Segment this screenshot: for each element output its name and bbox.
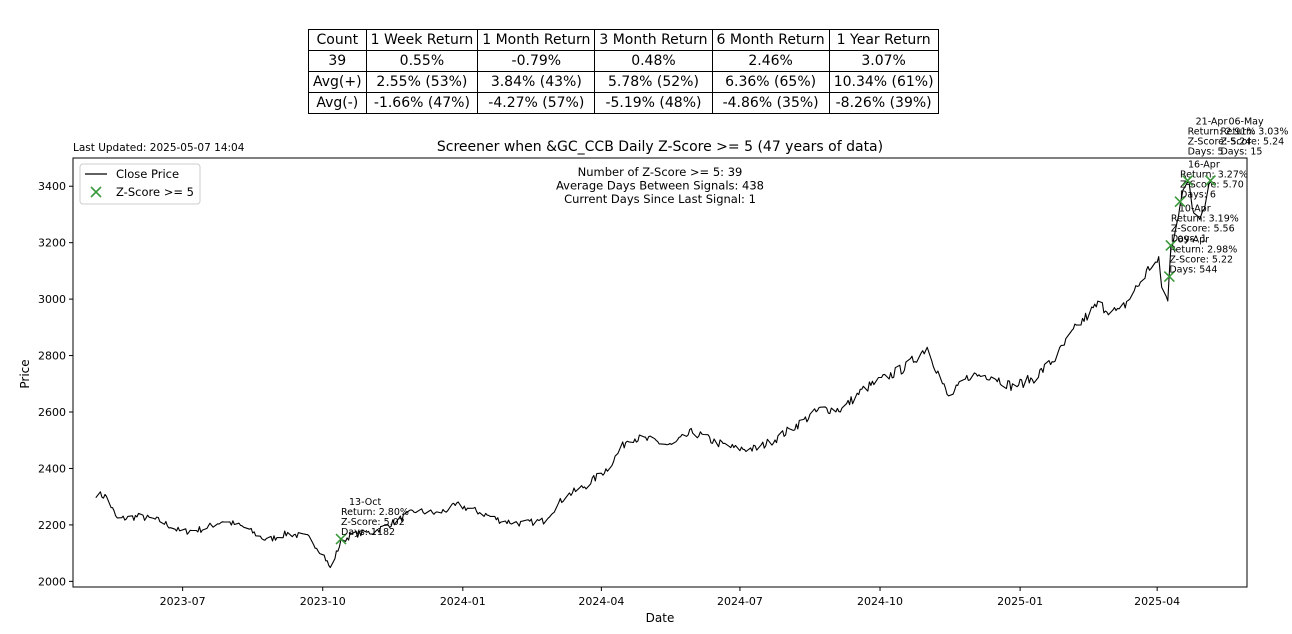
signal-annotation: Days: 544 bbox=[1169, 265, 1217, 276]
stats-cell: 6.36% (65%) bbox=[711, 71, 830, 93]
signal-annotation: Return: 3.19% bbox=[1171, 213, 1239, 224]
y-tick-label: 2200 bbox=[38, 519, 66, 532]
x-tick-label: 2024-10 bbox=[857, 595, 903, 608]
chart-title: Screener when &GC_CCB Daily Z-Score >= 5… bbox=[437, 139, 883, 155]
x-tick-label: 2023-10 bbox=[300, 595, 346, 608]
signal-annotation: Days: 5 bbox=[1188, 147, 1224, 158]
legend-box bbox=[79, 163, 201, 205]
signal-annotation: 10-Apr bbox=[1179, 203, 1211, 214]
x-tick-label: 2025-01 bbox=[997, 595, 1043, 608]
x-tick-label: 2024-01 bbox=[440, 595, 486, 608]
signal-annotation: Z-Score: 5.22 bbox=[1169, 255, 1233, 266]
signal-stats-line: Average Days Between Signals: 438 bbox=[556, 179, 764, 193]
stats-cell: 2.55% (53%) bbox=[365, 71, 479, 93]
x-tick-label: 2024-04 bbox=[578, 595, 624, 608]
stats-cell: Avg(-) bbox=[308, 92, 367, 114]
y-tick-label: 2800 bbox=[38, 350, 66, 363]
signal-stats-line: Current Days Since Last Signal: 1 bbox=[564, 192, 756, 206]
stats-cell: 5.78% (52%) bbox=[594, 71, 713, 93]
signal-annotation: Days: 6 bbox=[1180, 190, 1216, 201]
signal-annotation: 21-Apr bbox=[1196, 117, 1228, 128]
y-tick-label: 2400 bbox=[38, 462, 66, 475]
stats-cell: -5.19% (48%) bbox=[594, 92, 713, 114]
stats-table-row: Avg(+) 2.55% (53%) 3.84% (43%) 5.78% (52%) 6… bbox=[308, 71, 939, 93]
stats-table-row: 39 0.55% -0.79% 0.48% 2.46% 3.07% bbox=[308, 50, 939, 72]
y-axis-label: Price bbox=[18, 359, 32, 388]
signal-annotation: Days: 15 bbox=[1220, 147, 1262, 158]
signal-annotation: Z-Score: 5.24 bbox=[1188, 137, 1252, 148]
stats-header-cell: Count bbox=[308, 29, 367, 51]
stats-cell: 10.34% (61%) bbox=[828, 71, 939, 93]
stats-cell: -1.66% (47%) bbox=[365, 92, 479, 114]
signal-stats-line: Number of Z-Score >= 5: 39 bbox=[578, 165, 743, 179]
signal-annotation: 16-Apr bbox=[1188, 160, 1220, 171]
plot-area bbox=[72, 157, 1248, 588]
signal-annotation: Return: 3.27% bbox=[1180, 170, 1248, 181]
x-tick-label: 2025-04 bbox=[1134, 595, 1180, 608]
x-tick-label: 2023-07 bbox=[160, 595, 206, 608]
signal-annotation: 06-May bbox=[1228, 117, 1264, 128]
legend-entry: Z-Score >= 5 bbox=[116, 185, 194, 199]
signal-annotation: 13-Oct bbox=[349, 497, 381, 508]
x-axis-label: Date bbox=[646, 611, 675, 625]
y-tick-label: 3200 bbox=[38, 237, 66, 250]
signal-annotation: Z-Score: 5.02 bbox=[341, 517, 405, 528]
stats-table-header-row: Count 1 Week Return 1 Month Return 3 Month … bbox=[308, 29, 939, 51]
stats-header-cell: 1 Year Return bbox=[828, 29, 939, 51]
y-tick-label: 2000 bbox=[38, 575, 66, 588]
stats-cell: Avg(+) bbox=[308, 71, 367, 93]
stats-header-cell: 6 Month Return bbox=[711, 29, 830, 51]
stats-cell: -4.27% (57%) bbox=[477, 92, 596, 114]
stats-table: Count 1 Week Return 1 Month Return 3 Month … bbox=[308, 29, 939, 114]
legend: Close Price Z-Score >= 5 bbox=[79, 163, 201, 205]
stats-table-row: Avg(-) -1.66% (47%) -4.27% (57%) -5.19% (48… bbox=[308, 92, 939, 114]
signal-annotation: Z-Score: 5.70 bbox=[1180, 180, 1244, 191]
x-tick-label: 2024-07 bbox=[717, 595, 763, 608]
y-tick-label: 2600 bbox=[38, 406, 66, 419]
signal-annotation: Z-Score: 5.24 bbox=[1220, 137, 1284, 148]
y-tick-label: 3400 bbox=[38, 180, 66, 193]
legend-entry: Close Price bbox=[116, 167, 179, 181]
signal-annotation: 09-Apr bbox=[1177, 235, 1209, 246]
stats-cell: -4.86% (35%) bbox=[711, 92, 830, 114]
stats-cell: -8.26% (39%) bbox=[828, 92, 939, 114]
signal-annotation: Days: 1 bbox=[1171, 233, 1207, 244]
close-price-line bbox=[95, 181, 1211, 569]
signal-annotation: Return: 2.80% bbox=[341, 507, 409, 518]
legend-marker-swatch bbox=[90, 186, 102, 198]
axis-ticks: 2023-07 2023-10 2024-01 2024-04 2024-07 2024-… bbox=[38, 180, 1180, 608]
signal-annotation: Return: 2.98% bbox=[1169, 245, 1237, 256]
signal-annotation: Z-Score: 5.56 bbox=[1171, 223, 1235, 234]
signal-annotation: Return: 3.03% bbox=[1220, 127, 1288, 138]
last-updated-label: Last Updated: 2025-05-07 14:04 bbox=[73, 142, 245, 154]
stats-cell: 3.84% (43%) bbox=[477, 71, 596, 93]
signal-annotation: Return: 2.91% bbox=[1188, 127, 1256, 138]
y-tick-label: 3000 bbox=[38, 293, 66, 306]
stats-cell: 0.48% bbox=[594, 50, 713, 72]
signal-annotation: Days: 1182 bbox=[341, 527, 395, 538]
